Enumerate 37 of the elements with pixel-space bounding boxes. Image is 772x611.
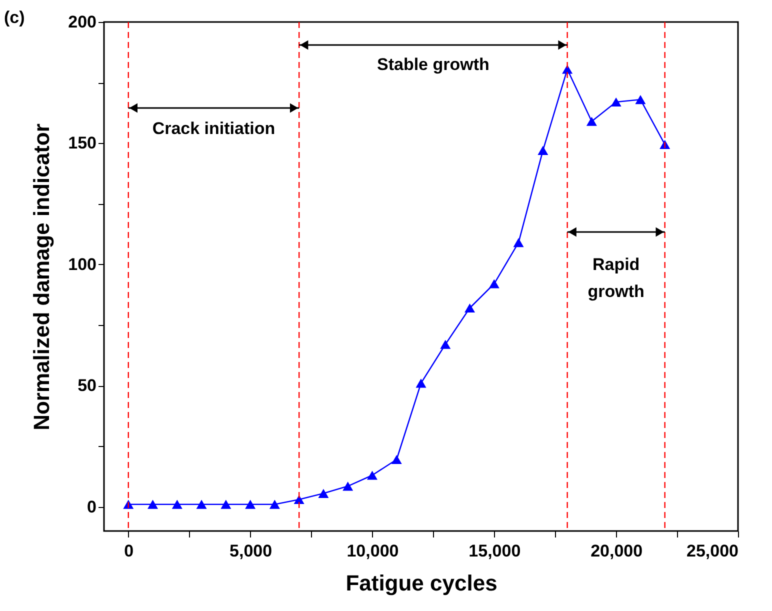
annotation: Crack initiation [152, 119, 276, 138]
y-tick-label: 200 [68, 12, 96, 32]
point [586, 116, 597, 126]
annotation: Stable growth [376, 55, 490, 74]
x-tick-label: 0 [124, 542, 134, 560]
point [269, 500, 280, 509]
point [464, 303, 476, 313]
x-axis-title: Fatigue cycles [346, 570, 498, 596]
annotation: Rapid growth [588, 255, 644, 301]
y-axis-title: Normalized damage indicator [29, 123, 54, 430]
point [440, 340, 451, 349]
point [391, 454, 402, 464]
text: (c) [4, 8, 25, 27]
point [294, 494, 304, 504]
x-tick-label: 20,000 [590, 542, 643, 560]
point [148, 500, 158, 509]
point [172, 500, 182, 509]
point [513, 238, 524, 248]
x-tick-label: 5,000 [230, 542, 272, 560]
point [635, 95, 646, 104]
x-tick-label: 15,000 [468, 542, 521, 560]
y-tick-label: 0 [87, 497, 96, 516]
x-tick-label: 25,000 [686, 542, 738, 560]
point [196, 500, 207, 509]
point [610, 97, 622, 107]
point [538, 146, 548, 156]
point [416, 378, 426, 388]
point [220, 500, 232, 509]
point [488, 279, 500, 288]
y-tick-label: 100 [68, 254, 96, 274]
x-tick-label: 10,000 [346, 542, 399, 560]
point [342, 482, 354, 491]
point [245, 500, 256, 509]
point [366, 470, 378, 480]
y-tick-label: 150 [68, 134, 96, 153]
point [318, 488, 329, 498]
y-tick-label: 50 [78, 376, 96, 396]
